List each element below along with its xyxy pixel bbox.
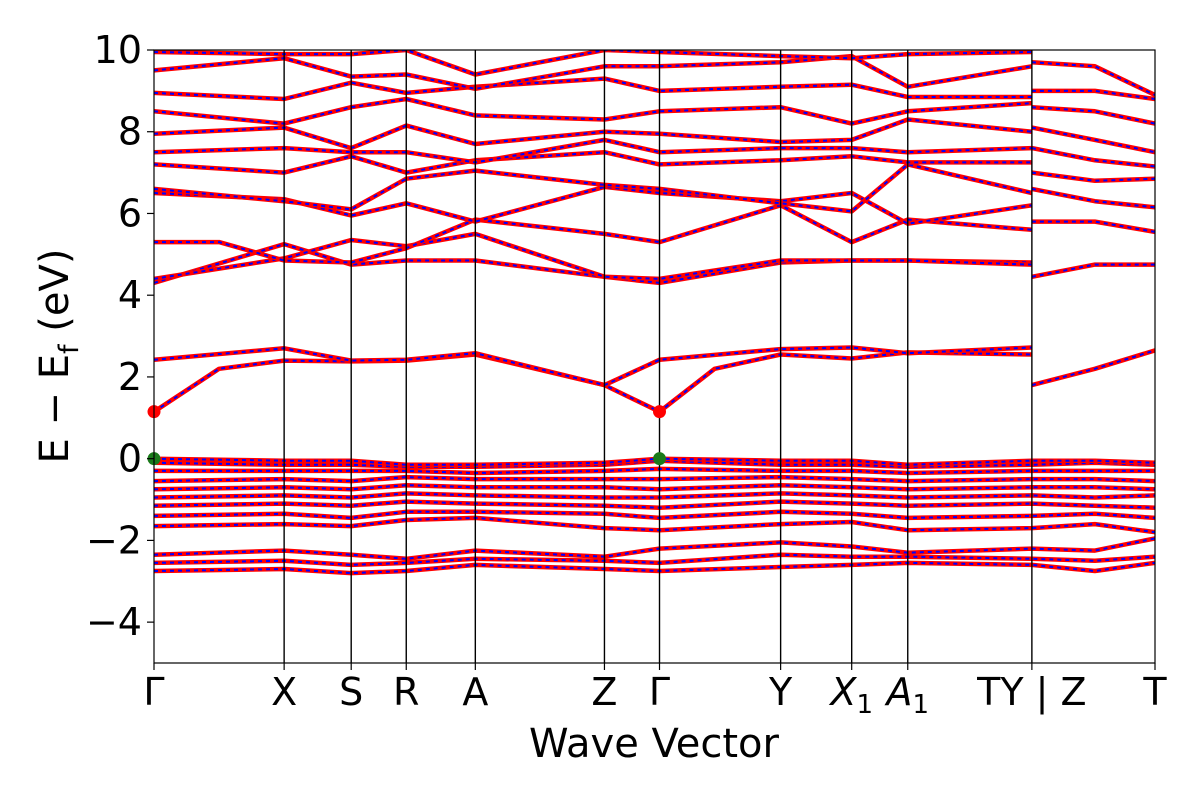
x-tick-label-10: TY | Z	[976, 670, 1086, 715]
band-line-33	[1031, 104, 1155, 126]
y-axis-ticks: −4 −2 0 2 4 6 8 10	[86, 28, 154, 644]
x-tick-label-7: Y	[768, 670, 793, 714]
band-line-13	[154, 345, 1033, 388]
y-tick-label-4: 4	[118, 273, 142, 317]
band-line-34	[1031, 88, 1155, 102]
y-axis-label-subscript: f	[54, 343, 85, 354]
x-tick-label-9: A1	[883, 670, 929, 720]
band-line-dashed-24	[154, 97, 1032, 125]
band-line-dashed-35	[1031, 61, 1155, 96]
y-tick-label-6: 8	[118, 110, 142, 154]
band-line-3	[154, 515, 1155, 535]
band-line-dashed-14	[1031, 349, 1155, 387]
x-tick-label-1: X	[271, 670, 297, 714]
y-tick-label-3: 2	[118, 355, 142, 399]
band-line-dashed-29	[1031, 187, 1155, 209]
band-line-28	[1031, 219, 1155, 235]
x-axis-label: Wave Vector	[529, 721, 780, 767]
x-tick-label-8: X1	[828, 670, 873, 720]
band-line-17	[1031, 262, 1155, 280]
x-tick-label-5: Z	[591, 670, 617, 714]
y-axis-label: E − Ef (eV)	[32, 249, 85, 464]
band-line-2	[154, 536, 1155, 562]
x-tick-label-6: Γ	[649, 670, 670, 714]
band-line-30	[1031, 170, 1155, 184]
band-line-dashed-16	[154, 232, 1032, 280]
band-line-dashed-27	[154, 50, 1032, 76]
marker-cbm-1	[653, 405, 667, 419]
y-tick-label-7: 10	[94, 28, 142, 72]
y-tick-label-0: −4	[86, 600, 142, 644]
y-tick-label-5: 6	[118, 191, 142, 235]
band-line-dashed-22	[154, 138, 1032, 164]
band-line-dashed-17	[1031, 263, 1155, 278]
band-line-26	[154, 53, 1033, 92]
plot-frame	[153, 49, 1156, 664]
band-line-dashed-33	[1031, 106, 1155, 125]
band-line-15	[154, 241, 1032, 286]
x-tick-label-2: S	[339, 670, 363, 714]
band-line-dashed-23	[154, 118, 1032, 150]
band-line-18	[154, 203, 1033, 265]
y-tick-label-1: −2	[86, 518, 142, 562]
x-tick-label-3: R	[393, 670, 419, 714]
band-line-dashed-19	[154, 185, 1033, 225]
band-line-dashed-18	[154, 204, 1032, 264]
band-line-dashed-32	[1031, 126, 1155, 154]
band-line-dashed-25	[154, 77, 1032, 101]
y-tick-label-2: 0	[118, 437, 142, 481]
x-tick-label-0: Γ	[143, 670, 164, 714]
x-tick-label-11: T	[1142, 670, 1167, 714]
band-line-19	[154, 184, 1033, 226]
band-line-dashed-31	[1031, 147, 1155, 168]
y-axis-label-unit: (eV)	[32, 249, 78, 345]
bands-layer	[154, 50, 1155, 576]
kpath-divider-lines	[283, 50, 1033, 663]
x-tick-label-4: A	[462, 670, 488, 714]
marker-vbm-3	[653, 452, 667, 466]
y-axis-label-main: E − E	[32, 354, 78, 464]
